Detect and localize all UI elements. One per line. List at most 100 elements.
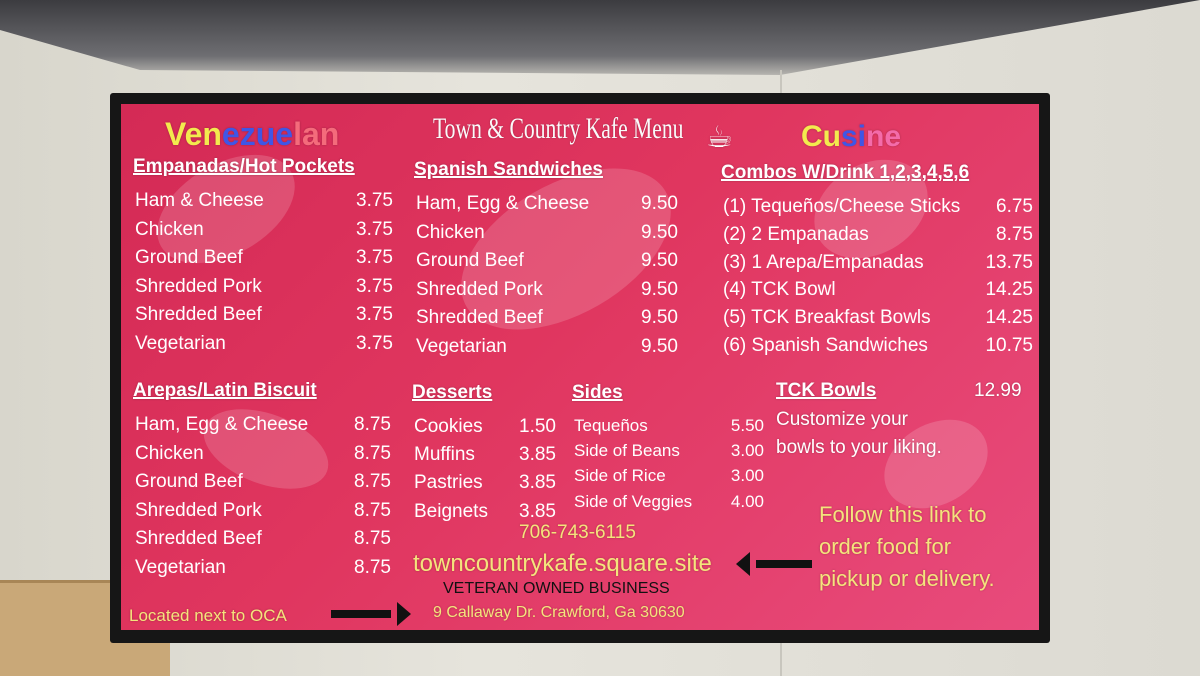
menu-screen: Venezuelan Town & Country Kafe Menu ☕ Cu… [121, 104, 1039, 630]
item-name: Shredded Beef [135, 304, 262, 325]
item-name: Ham & Cheese [135, 190, 264, 211]
item-price: 9.50 [641, 250, 678, 271]
item-price: 8.75 [354, 556, 391, 578]
menu-item: (2) 2 Empanadas 8.75 [723, 224, 1033, 246]
menu-item: Side of Veggies 4.00 [574, 492, 764, 512]
menu-item: Chicken 9.50 [416, 222, 678, 244]
item-price: 10.75 [985, 335, 1033, 356]
phone-number: 706-743-6115 [519, 522, 636, 543]
menu-title: Town & Country Kafe Menu [433, 112, 684, 145]
menu-item: Ground Beef 8.75 [135, 471, 391, 493]
item-name: Tequeños [574, 416, 648, 435]
menu-item: Shredded Beef 9.50 [416, 307, 678, 329]
sides-heading: Sides [572, 382, 623, 403]
item-price: 5.50 [730, 416, 764, 435]
item-name: Muffins [414, 444, 475, 466]
menu-item: Shredded Pork 9.50 [416, 279, 678, 301]
menu-item: Pastries 3.85 [414, 472, 556, 494]
item-name: Ground Beef [416, 250, 524, 271]
menu-item: Shredded Beef 3.75 [135, 304, 393, 326]
menu-item: (6) Spanish Sandwiches 10.75 [723, 335, 1033, 357]
item-price: 8.75 [354, 499, 391, 521]
title-letters: lan [293, 116, 340, 152]
menu-item: Vegetarian 3.75 [135, 333, 393, 355]
menu-item: Ham & Cheese 3.75 [135, 190, 393, 212]
menu-item: Side of Rice 3.00 [574, 466, 764, 486]
item-price: 3.75 [356, 332, 393, 354]
coffee-cup-icon: ☕ [706, 121, 733, 154]
item-price: 9.50 [641, 335, 678, 357]
item-name: (6) Spanish Sandwiches [723, 335, 928, 356]
item-price: 1.50 [519, 416, 556, 437]
item-price: 3.75 [356, 275, 393, 297]
arrow-left-icon [736, 552, 812, 576]
address-text: 9 Callaway Dr. Crawford, Ga 30630 [433, 604, 685, 621]
cusine-heading: Cusine [801, 120, 901, 154]
combos-heading: Combos W/Drink 1,2,3,4,5,6 [721, 162, 970, 183]
menu-item: Ground Beef 3.75 [135, 247, 393, 269]
item-name: Cookies [414, 416, 483, 437]
menu-item: Shredded Pork 8.75 [135, 500, 391, 522]
menu-item: Chicken 3.75 [135, 219, 393, 241]
item-price: 3.75 [356, 247, 393, 268]
menu-item: Vegetarian 9.50 [416, 336, 678, 358]
item-price: 3.75 [356, 190, 393, 211]
menu-item: (4) TCK Bowl 14.25 [723, 279, 1033, 301]
menu-item: Muffins 3.85 [414, 444, 556, 466]
item-name: Side of Rice [574, 466, 666, 486]
title-letters: si [841, 120, 867, 153]
menu-item: (5) TCK Breakfast Bowls 14.25 [723, 307, 1033, 329]
menu-item: Chicken 8.75 [135, 443, 391, 465]
follow-text: order food for [819, 534, 952, 559]
item-name: Ground Beef [135, 247, 243, 268]
item-price: 3.00 [730, 441, 764, 461]
tck-bowls-desc: Customize your [776, 409, 908, 430]
item-price: 9.50 [641, 193, 678, 214]
item-price: 8.75 [996, 223, 1033, 245]
item-name: Vegetarian [416, 335, 507, 357]
menu-item: Side of Beans 3.00 [574, 441, 764, 461]
title-letters: ezue [221, 116, 294, 152]
desserts-heading: Desserts [412, 382, 493, 403]
menu-item: Vegetarian 8.75 [135, 557, 391, 579]
item-name: Vegetarian [135, 556, 226, 578]
menu-item: Ham, Egg & Cheese 8.75 [135, 414, 391, 436]
follow-text: Follow this link to [819, 502, 987, 527]
item-name: Ham, Egg & Cheese [416, 193, 590, 214]
item-name: (1) Tequeños/Cheese Sticks [723, 196, 961, 217]
item-price: 8.75 [354, 414, 391, 435]
tck-bowls-desc: bowls to your liking. [776, 437, 942, 458]
menu-item: Cookies 1.50 [414, 416, 556, 438]
item-price: 13.75 [985, 251, 1033, 273]
item-name: Shredded Beef [416, 307, 543, 328]
item-name: Vegetarian [135, 332, 226, 354]
item-price: 8.75 [354, 528, 391, 549]
menu-item: (3) 1 Arepa/Empanadas 13.75 [723, 252, 1033, 274]
title-letters: ne [866, 120, 902, 153]
sandwiches-heading: Spanish Sandwiches [414, 159, 603, 180]
item-price: 9.50 [641, 307, 678, 328]
title-letters: Ven [165, 116, 222, 152]
located-text: Located next to OCA [129, 606, 287, 625]
empanadas-heading: Empanadas/Hot Pockets [133, 156, 355, 177]
item-name: Shredded Beef [135, 528, 262, 549]
item-price: 14.25 [985, 307, 1033, 329]
item-name: Ham, Egg & Cheese [135, 414, 309, 435]
item-name: Shredded Pork [135, 499, 262, 521]
item-name: (4) TCK Bowl [723, 279, 836, 301]
item-price: 3.75 [356, 218, 393, 240]
item-price: 6.75 [996, 196, 1033, 217]
ceiling [0, 0, 1200, 75]
menu-item: Ham, Egg & Cheese 9.50 [416, 193, 678, 215]
item-price: 3.85 [519, 444, 556, 466]
item-name: Beignets [414, 500, 488, 522]
item-name: (5) TCK Breakfast Bowls [723, 307, 931, 329]
item-name: Shredded Pork [416, 278, 543, 300]
tck-bowls-price: 12.99 [974, 380, 1022, 401]
item-price: 8.75 [354, 442, 391, 464]
order-link[interactable]: towncountrykafe.square.site [413, 550, 712, 577]
item-name: Shredded Pork [135, 275, 262, 297]
item-price: 14.25 [985, 279, 1033, 301]
item-name: Ground Beef [135, 471, 243, 492]
venezuelan-heading: Venezuelan [165, 116, 339, 153]
